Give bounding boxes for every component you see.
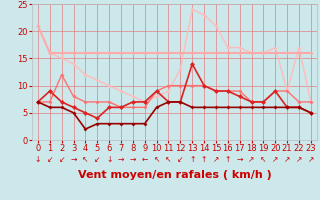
Text: ↗: ↗: [248, 155, 255, 164]
X-axis label: Vent moyen/en rafales ( km/h ): Vent moyen/en rafales ( km/h ): [77, 170, 271, 180]
Text: ↖: ↖: [165, 155, 172, 164]
Text: →: →: [118, 155, 124, 164]
Text: ↑: ↑: [201, 155, 207, 164]
Text: →: →: [130, 155, 136, 164]
Text: ↗: ↗: [308, 155, 314, 164]
Text: ←: ←: [141, 155, 148, 164]
Text: ↗: ↗: [213, 155, 219, 164]
Text: ↙: ↙: [59, 155, 65, 164]
Text: ↑: ↑: [225, 155, 231, 164]
Text: ↗: ↗: [272, 155, 278, 164]
Text: ↓: ↓: [35, 155, 41, 164]
Text: ↗: ↗: [284, 155, 290, 164]
Text: ↖: ↖: [82, 155, 89, 164]
Text: ↙: ↙: [177, 155, 184, 164]
Text: ↗: ↗: [296, 155, 302, 164]
Text: →: →: [236, 155, 243, 164]
Text: ↖: ↖: [153, 155, 160, 164]
Text: ↑: ↑: [189, 155, 196, 164]
Text: ↓: ↓: [106, 155, 112, 164]
Text: ↙: ↙: [94, 155, 100, 164]
Text: ↙: ↙: [47, 155, 53, 164]
Text: →: →: [70, 155, 77, 164]
Text: ↖: ↖: [260, 155, 267, 164]
